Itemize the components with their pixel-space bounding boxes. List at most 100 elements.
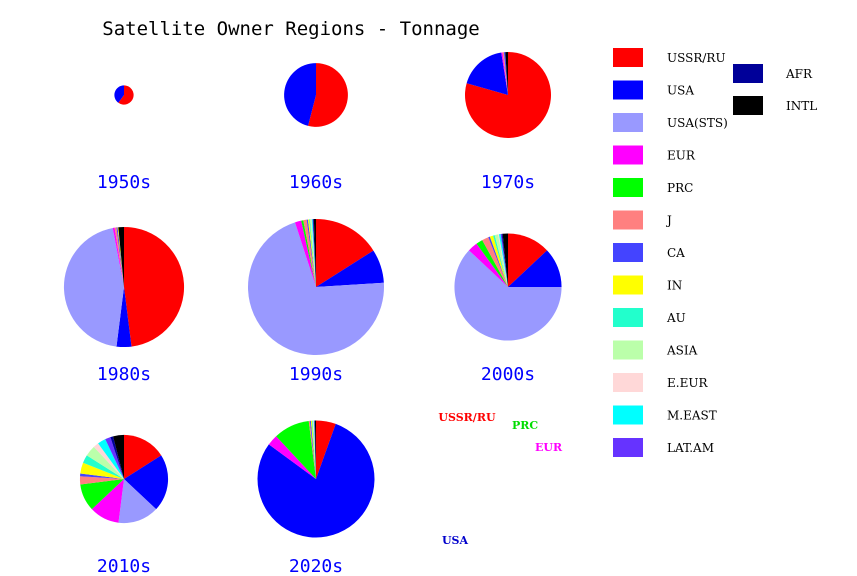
legend-swatch-e-eur bbox=[613, 373, 643, 392]
slice-1960s-usa bbox=[284, 63, 316, 126]
slice-2000s-ca bbox=[488, 236, 508, 287]
slice-1990s-eur bbox=[294, 220, 316, 287]
legend-label-au: AU bbox=[666, 311, 686, 325]
slice-1990s-usa-sts bbox=[248, 222, 385, 356]
legend-swatch-eur bbox=[613, 145, 643, 165]
legend-label-usa-sts: USA(STS) bbox=[667, 116, 728, 130]
decade-label-1990s: 1990s bbox=[289, 364, 343, 385]
pie-1980s: 1980s bbox=[63, 226, 185, 385]
pie-charts: 1950s 1960s 1970s 1980s 1990s 2000s 2010s 2020s bbox=[63, 51, 562, 576]
legend-swatch-prc bbox=[613, 178, 643, 197]
slice-2000s-eur bbox=[468, 243, 508, 287]
legend-label-in: IN bbox=[667, 279, 682, 293]
slice-2020s-prc bbox=[276, 420, 316, 479]
slice-2000s-in bbox=[489, 235, 508, 287]
slice-2000s-usa-sts bbox=[454, 250, 562, 341]
legend-item-j: J bbox=[613, 210, 672, 230]
legend-swatch-asia bbox=[613, 340, 643, 360]
slice-1980s-in bbox=[117, 227, 124, 287]
legend-item-e-eur: E.EUR bbox=[613, 373, 708, 392]
slice-2020s-asia bbox=[312, 420, 316, 479]
pie-1960s: 1960s bbox=[284, 63, 348, 193]
legend-swatch-usa bbox=[613, 80, 643, 100]
annotations: USSR/RU PRC EUR USA bbox=[438, 411, 563, 547]
slice-1990s-afr bbox=[313, 219, 316, 287]
decade-label-1970s: 1970s bbox=[481, 172, 535, 193]
legend-item-asia: ASIA bbox=[613, 340, 698, 360]
legend-label-intl: INTL bbox=[786, 99, 817, 113]
legend-swatch-j bbox=[613, 210, 643, 230]
annotation-ussr-ru: USSR/RU bbox=[438, 411, 496, 424]
slice-1990s-m-east bbox=[311, 219, 316, 287]
slice-2010s-usa bbox=[124, 455, 169, 510]
slice-2020s-afr bbox=[314, 420, 316, 479]
legend-swatch-intl bbox=[733, 96, 763, 115]
legend-swatch-in bbox=[613, 275, 643, 295]
slice-2010s-j bbox=[79, 476, 124, 485]
slice-2010s-au bbox=[83, 455, 124, 479]
slice-2000s-afr bbox=[501, 233, 508, 287]
slice-1990s-usa bbox=[316, 250, 384, 287]
decade-label-1950s: 1950s bbox=[97, 172, 151, 193]
slice-2010s-afr bbox=[110, 436, 124, 479]
legend-item-lat-am: LAT.AM bbox=[613, 438, 714, 457]
chart-title: Satellite Owner Regions - Tonnage bbox=[102, 18, 480, 40]
pie-1970s: 1970s bbox=[464, 51, 552, 193]
legend-label-ca: CA bbox=[667, 246, 685, 260]
slice-2010s-intl bbox=[113, 434, 124, 479]
slice-1980s-usa-sts bbox=[63, 228, 124, 347]
slice-2020s-j bbox=[308, 420, 316, 479]
legend-item-m-east: M.EAST bbox=[613, 405, 717, 425]
legend-swatch-m-east bbox=[613, 405, 643, 425]
slice-2000s-prc bbox=[476, 240, 508, 287]
slice-2000s-lat-am bbox=[500, 233, 508, 287]
slice-2020s-usa bbox=[257, 423, 375, 538]
legend-item-au: AU bbox=[613, 308, 686, 327]
slice-1980s-usa bbox=[116, 287, 132, 348]
slice-2020s-in bbox=[310, 420, 316, 479]
legend-label-afr: AFR bbox=[785, 67, 813, 81]
slice-2010s-lat-am bbox=[105, 437, 124, 479]
slice-2000s-usa bbox=[508, 250, 562, 287]
slice-1950s-usa bbox=[114, 85, 124, 103]
legend-item-eur: EUR bbox=[613, 145, 696, 165]
slice-2000s-e-eur bbox=[497, 234, 508, 287]
slice-2010s-ussr-ru bbox=[124, 434, 162, 479]
legend-label-eur: EUR bbox=[667, 149, 696, 163]
legend-item-in: IN bbox=[613, 275, 682, 295]
pie-1950s: 1950s bbox=[97, 85, 151, 193]
decade-label-2020s: 2020s bbox=[289, 556, 343, 576]
decade-label-2000s: 2000s bbox=[481, 364, 535, 385]
slice-2000s-asia bbox=[494, 234, 508, 287]
slice-2020s-eur bbox=[268, 436, 316, 479]
slice-1980s-ca bbox=[116, 227, 124, 287]
slice-2010s-asia bbox=[86, 446, 124, 479]
slice-2010s-prc bbox=[80, 479, 124, 510]
slice-1990s-lat-am bbox=[312, 219, 316, 287]
pie-2020s: 2020s bbox=[257, 420, 375, 576]
slice-1990s-in bbox=[307, 219, 316, 287]
legend-item-afr: AFR bbox=[733, 64, 813, 83]
annotation-eur: EUR bbox=[535, 441, 563, 454]
legend-item-ca: CA bbox=[613, 243, 685, 262]
slice-2010s-usa-sts bbox=[118, 479, 157, 524]
slice-1970s-j bbox=[502, 52, 508, 95]
legend-swatch-usa-sts bbox=[613, 113, 643, 132]
slice-2020s-lat-am bbox=[314, 420, 316, 479]
slice-2010s-e-eur bbox=[93, 443, 124, 479]
legend-label-e-eur: E.EUR bbox=[667, 376, 708, 390]
slice-2000s-intl bbox=[502, 233, 508, 287]
decade-label-1960s: 1960s bbox=[289, 172, 343, 193]
legend-label-j: J bbox=[665, 214, 672, 228]
legend-item-prc: PRC bbox=[613, 178, 693, 197]
slice-1990s-e-eur bbox=[311, 219, 316, 287]
legend-label-m-east: M.EAST bbox=[667, 409, 717, 423]
slice-1990s-j bbox=[303, 219, 316, 287]
legend-item-intl: INTL bbox=[733, 96, 817, 115]
legend-item-usa: USA bbox=[613, 80, 694, 100]
slice-1990s-asia bbox=[310, 219, 316, 287]
slice-2000s-j bbox=[482, 237, 508, 287]
slice-1960s-ussr-ru bbox=[308, 63, 348, 127]
slice-1980s-j bbox=[114, 227, 124, 287]
